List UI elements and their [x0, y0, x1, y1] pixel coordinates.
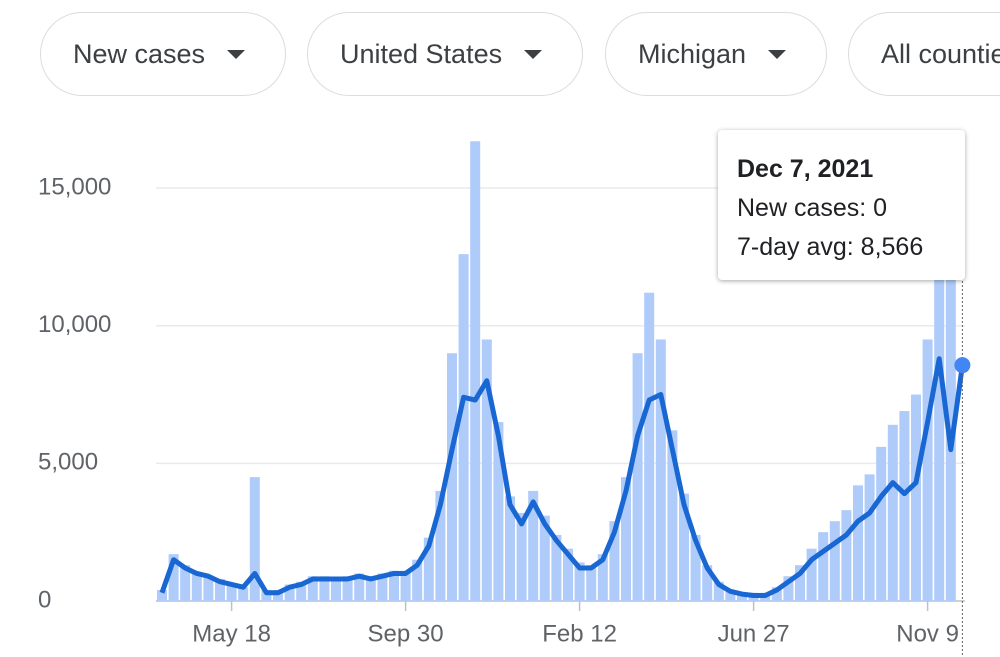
bar	[795, 565, 805, 601]
bar	[435, 490, 446, 601]
bar	[470, 141, 481, 601]
bar	[586, 565, 597, 601]
bar	[423, 537, 434, 601]
filter-dropdown[interactable]: United States	[307, 12, 583, 96]
dropdown-label: United States	[340, 38, 503, 69]
tooltip: Dec 7, 2021 New cases: 0 7-day avg: 8,56…	[718, 130, 965, 280]
y-tick-label: 0	[38, 586, 51, 613]
bar	[458, 254, 469, 602]
bar	[818, 532, 829, 601]
bar	[563, 548, 573, 601]
bar	[157, 589, 167, 601]
bar	[447, 353, 457, 601]
bar	[389, 570, 399, 601]
bar	[516, 512, 527, 601]
bar	[876, 446, 887, 601]
bar	[713, 581, 724, 601]
bar	[319, 576, 330, 601]
bar	[574, 562, 585, 601]
bar	[249, 477, 260, 601]
bar	[679, 493, 689, 601]
bar	[377, 573, 388, 601]
bar	[296, 581, 307, 601]
bar	[261, 589, 272, 601]
x-tick-label: Sep 30	[368, 620, 444, 647]
filter-dropdown[interactable]: New cases	[40, 12, 286, 96]
hover-point	[954, 357, 971, 374]
bar	[690, 534, 701, 601]
bar	[400, 570, 411, 601]
x-tick-label: Feb 12	[542, 620, 617, 647]
y-tick-label: 15,000	[38, 173, 111, 200]
bar	[528, 490, 539, 601]
bar	[899, 411, 910, 601]
bar	[354, 573, 365, 601]
bar	[481, 339, 492, 601]
caret-icon	[227, 49, 246, 59]
bar	[168, 554, 179, 601]
bar	[203, 576, 214, 601]
bar	[644, 292, 655, 601]
bar	[655, 339, 666, 601]
bar	[841, 510, 852, 601]
dropdown-label: All counties	[881, 38, 1000, 69]
bar	[725, 589, 736, 601]
y-tick-label: 10,000	[38, 311, 111, 338]
bar	[911, 394, 921, 601]
bar	[180, 565, 191, 601]
bar	[783, 576, 794, 601]
x-tick-label: Nov 9	[896, 620, 959, 647]
dropdown-label: Michigan	[638, 38, 747, 69]
bar	[493, 422, 504, 601]
bar	[226, 584, 237, 601]
bar	[829, 521, 840, 601]
avg-line	[159, 356, 965, 598]
bar	[365, 576, 376, 601]
dropdown-label: New cases	[73, 38, 206, 69]
bar	[551, 534, 562, 601]
bar	[539, 515, 550, 601]
bar	[621, 477, 631, 601]
bar	[597, 554, 608, 601]
filter-dropdown[interactable]: Michigan	[605, 12, 827, 96]
bar	[191, 573, 202, 601]
bar	[238, 587, 249, 601]
x-tick-label: May 18	[192, 620, 271, 647]
x-tick-label: Jun 27	[718, 620, 790, 647]
tooltip-date: Dec 7, 2021	[737, 155, 874, 183]
bar	[505, 496, 515, 601]
bar	[853, 485, 863, 601]
bar	[284, 584, 295, 601]
bar	[342, 576, 353, 601]
bar	[922, 339, 933, 601]
filter-bar: New cases United States Michigan All counti…	[0, 0, 1000, 110]
bar	[609, 521, 620, 601]
bar	[864, 474, 875, 601]
bar	[771, 587, 782, 601]
bar	[737, 592, 747, 601]
caret-icon	[768, 49, 787, 59]
bar	[273, 589, 283, 601]
y-tick-label: 5,000	[38, 449, 98, 476]
bar	[215, 578, 225, 601]
bar	[702, 565, 713, 601]
caret-icon	[524, 49, 543, 59]
tooltip-line: 7-day avg: 8,566	[737, 233, 924, 261]
bar	[632, 353, 643, 601]
bar	[806, 548, 817, 601]
bar	[945, 256, 956, 601]
bar	[667, 430, 678, 601]
bar	[934, 270, 945, 601]
tooltip-line: New cases: 0	[737, 194, 888, 222]
filter-dropdown[interactable]: All counties	[848, 12, 1000, 96]
bar	[331, 578, 341, 601]
bar	[412, 559, 423, 601]
bar	[307, 576, 318, 601]
bar	[887, 424, 898, 601]
